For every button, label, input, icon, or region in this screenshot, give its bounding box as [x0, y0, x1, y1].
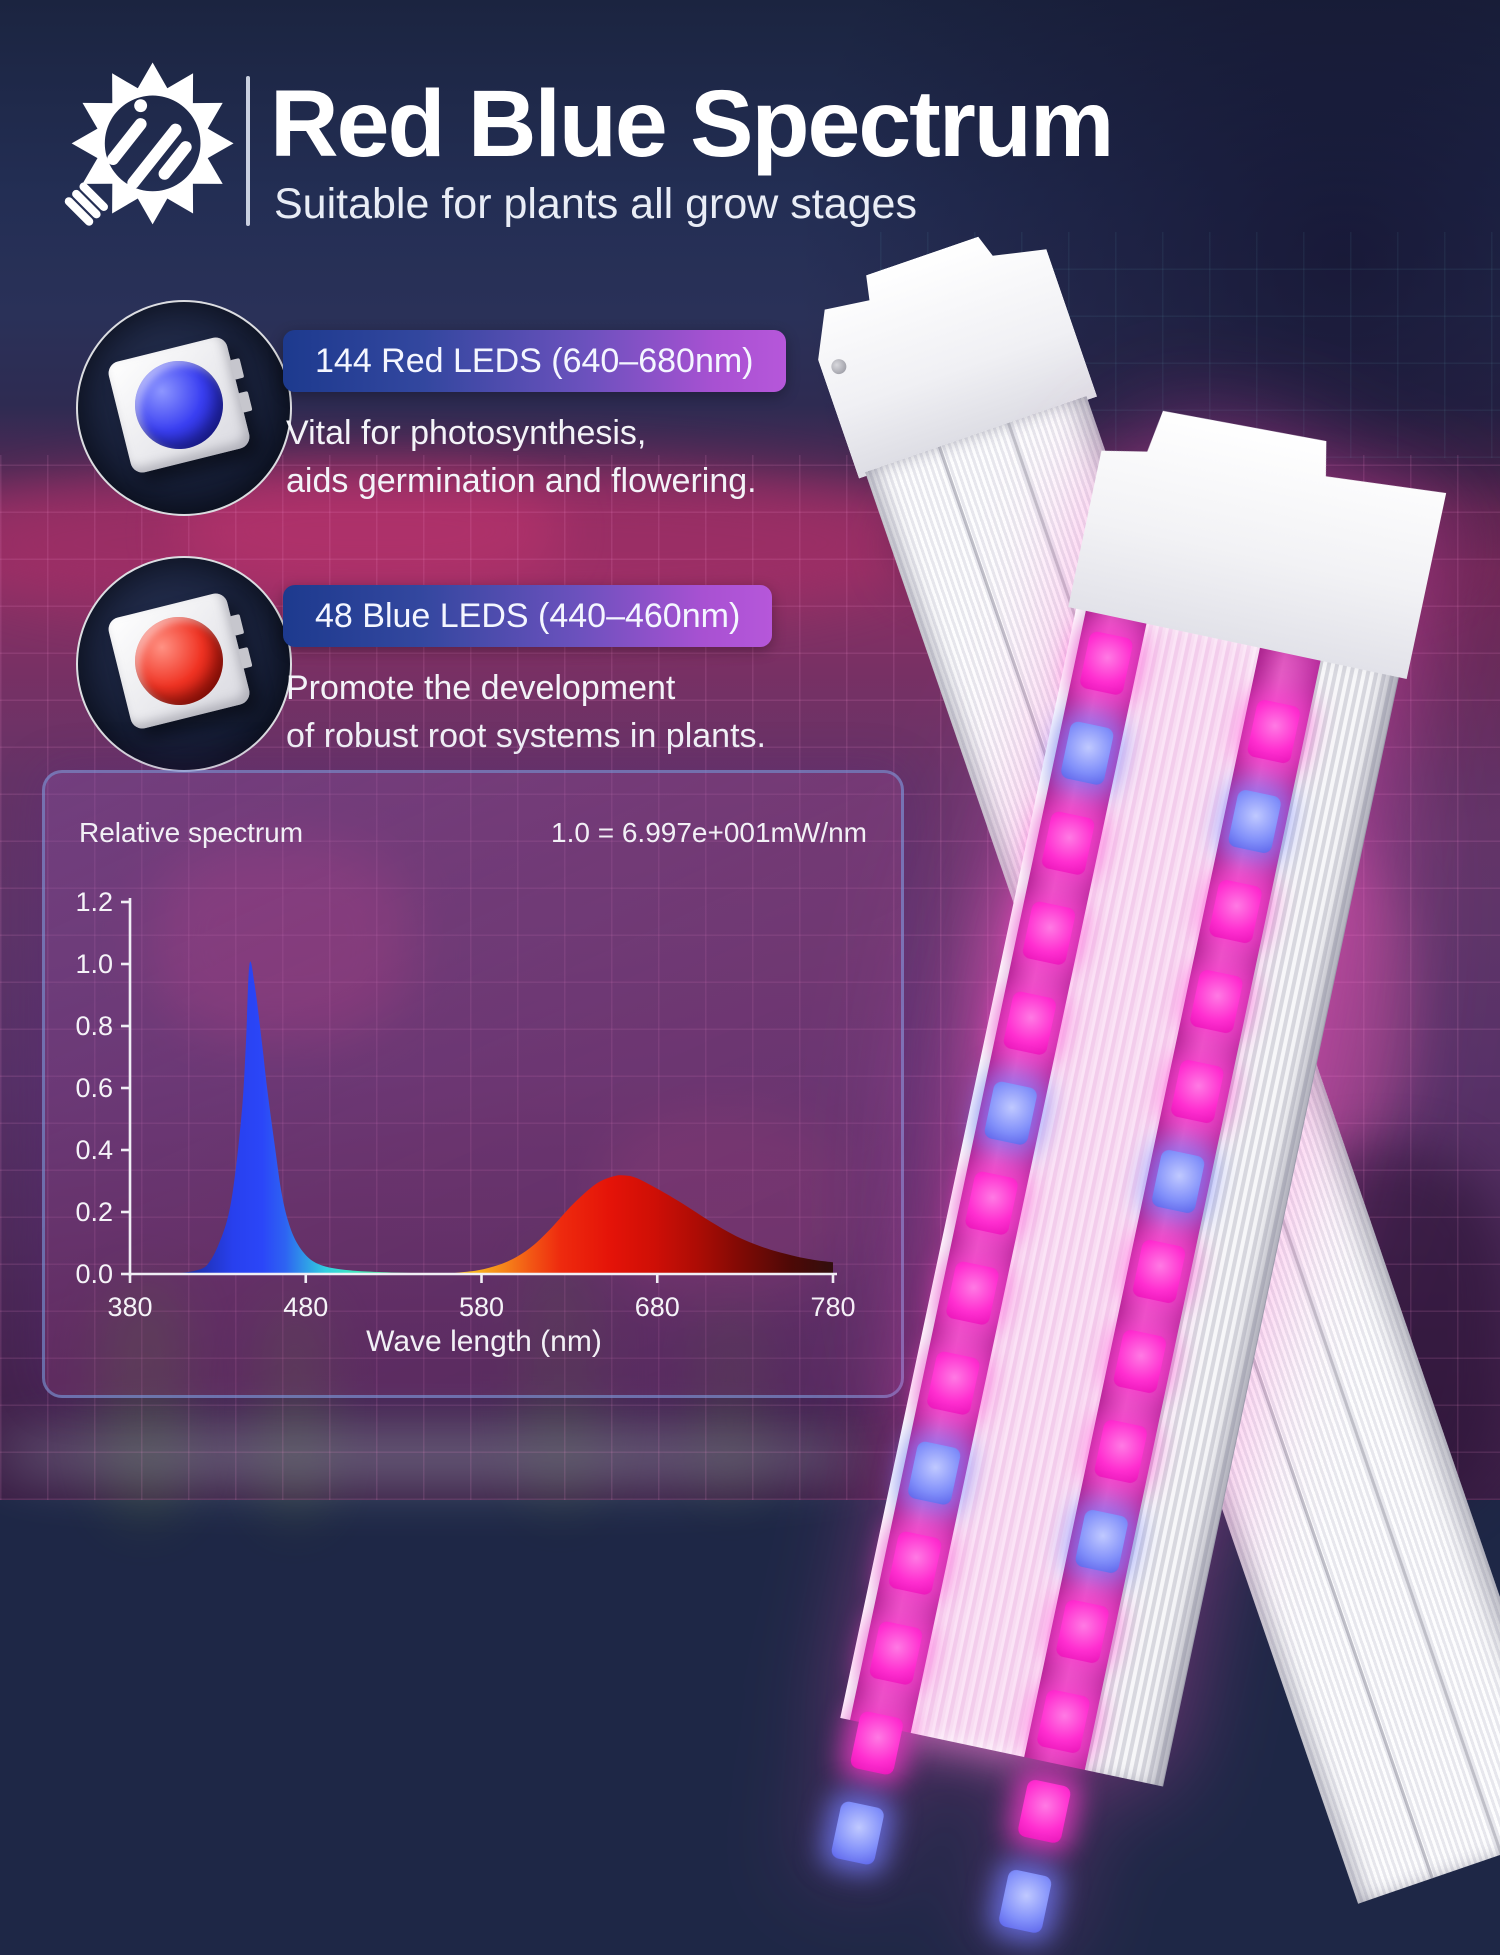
red-led-chip: [1208, 878, 1264, 945]
blue-led-chip: [906, 1440, 962, 1507]
axis-tick-label: 0.8: [75, 1011, 113, 1041]
blue-led-chip: [1150, 1148, 1206, 1215]
spectrum-chart: 0.0 0.2 0.4 0.6 0.8 1.0 1.2 380 480 580 680 780: [75, 887, 855, 1322]
red-led-chip: [1169, 1058, 1225, 1125]
red-led-chip: [849, 1710, 905, 1777]
blue-smd-led-chip-icon: [106, 334, 252, 476]
blue-leds-badge: 48 Blue LEDS (440–460nm): [283, 585, 773, 647]
axis-tick-label: 0.4: [75, 1135, 113, 1165]
red-led-chip: [1040, 810, 1096, 877]
axis-tick-label: 0.6: [75, 1073, 113, 1103]
red-leds-badge: 144 Red LEDS (640–680nm): [283, 330, 786, 392]
red-led-chip: [1131, 1238, 1187, 1305]
sun-grow-light-icon: [64, 62, 234, 226]
axis-tick-label: 780: [810, 1292, 855, 1322]
axis-tick-label: 580: [459, 1292, 504, 1322]
blue-led-chip: [830, 1800, 886, 1867]
chart-axes: 0.0 0.2 0.4 0.6 0.8 1.0 1.2 380 480 580 680 780: [75, 887, 855, 1322]
red-led-chip: [1035, 1688, 1091, 1755]
red-led-chip: [1054, 1598, 1111, 1665]
red-led-chip: [887, 1530, 943, 1597]
background-photo-blur: [150, 840, 410, 1040]
chart-scale-annotation: 1.0 = 6.997e+001mW/nm: [551, 817, 867, 848]
red-led-chip: [1002, 990, 1058, 1057]
red-led-chip: [868, 1620, 924, 1687]
red-led-chip: [1016, 1778, 1072, 1845]
axis-tick-label: 680: [635, 1292, 680, 1322]
led-chip-badge-circle: [76, 556, 292, 772]
red-leds-description-line2: aids germination and flowering.: [286, 461, 757, 500]
red-led-chip: [1021, 900, 1077, 967]
blue-led-chip: [1227, 788, 1283, 855]
header-divider: [246, 76, 250, 226]
red-smd-led-chip-icon: [106, 590, 252, 732]
red-led-chip: [964, 1170, 1020, 1237]
blue-led-chip: [983, 1080, 1039, 1147]
blue-led-chip: [997, 1868, 1053, 1935]
red-spectrum-area: [442, 1175, 833, 1274]
red-led-chip: [1078, 630, 1134, 697]
axis-tick-label: 0.2: [75, 1197, 113, 1227]
background-photo-blur: [0, 1425, 860, 1485]
chart-x-axis-label: Wave length (nm): [366, 1325, 602, 1358]
blue-led-chip: [1059, 720, 1115, 787]
red-led-chip: [1093, 1418, 1149, 1485]
axis-tick-label: 1.0: [75, 949, 113, 979]
blue-leds-description-line1: Promote the development: [286, 669, 676, 707]
page-subtitle: Suitable for plants all grow stages: [274, 180, 917, 228]
blue-leds-description: Promote the development of robust root s…: [286, 665, 766, 760]
spectrum-chart-panel: Relative spectrum 1.0 = 6.997e+001mW/nm: [42, 770, 904, 1398]
blue-leds-description-line2: of robust root systems in plants.: [286, 716, 766, 755]
blue-led-dome: [125, 351, 233, 459]
red-led-dome: [125, 607, 233, 715]
red-led-chip: [925, 1350, 981, 1417]
red-led-chip: [1188, 968, 1244, 1035]
blue-led-chip: [1074, 1508, 1130, 1575]
screw-hole: [829, 357, 848, 376]
red-led-chip: [1112, 1328, 1168, 1395]
red-led-chip: [944, 1260, 1001, 1327]
red-leds-description-line1: Vital for photosynthesis,: [286, 414, 647, 452]
axis-tick-label: 480: [283, 1292, 328, 1322]
axis-tick-label: 1.2: [75, 887, 113, 917]
axis-tick-label: 0.0: [75, 1259, 113, 1289]
red-leds-description: Vital for photosynthesis, aids germinati…: [286, 410, 757, 505]
red-led-chip: [1246, 698, 1302, 765]
chart-title: Relative spectrum: [79, 817, 304, 848]
blue-spectrum-area: [130, 961, 464, 1274]
axis-tick-label: 380: [107, 1292, 152, 1322]
led-chip-badge-circle: [76, 300, 292, 516]
page-title: Red Blue Spectrum: [270, 71, 1114, 177]
